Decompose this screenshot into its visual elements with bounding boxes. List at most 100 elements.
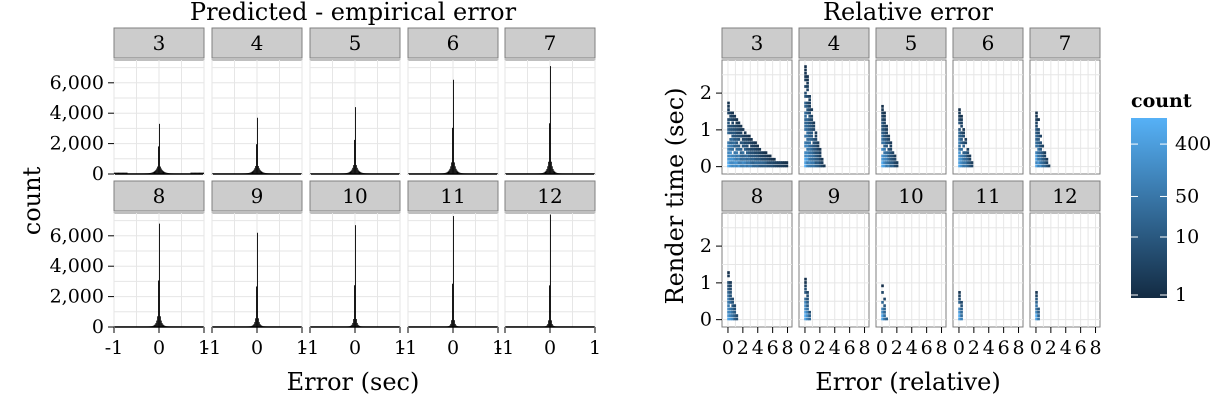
x-tick-label: 1 [198, 337, 210, 359]
histogram-bar [157, 316, 159, 327]
hexbin-cell [964, 154, 968, 158]
hexbin-cell [968, 161, 972, 164]
hexbin-cell [958, 151, 961, 155]
hexbin-cell [743, 164, 747, 168]
hexbin-cell [729, 124, 732, 128]
histogram-bar [594, 173, 595, 174]
hexbin-cell [783, 161, 787, 164]
hexbin-cell [739, 161, 743, 164]
facet-strip [721, 180, 793, 212]
hexbin-cell [1039, 144, 1042, 148]
hexbin-cell [808, 101, 811, 105]
histogram-bar [164, 172, 166, 174]
x-tick-label: 2 [737, 337, 749, 359]
histogram-bar [153, 171, 155, 174]
hexbin-cell [966, 161, 970, 164]
hexbin-cell [893, 157, 897, 161]
histogram-bar [354, 285, 355, 327]
histogram-bar [544, 171, 546, 174]
hexbin-cell [804, 304, 807, 308]
hexbin-cell [727, 101, 730, 105]
histogram-bar [456, 170, 458, 174]
histogram-bar [252, 170, 254, 174]
hexbin-cell [758, 151, 762, 155]
hexbin-cell [806, 147, 809, 151]
hexbin-cell [808, 144, 811, 148]
hexbin-cell [731, 307, 734, 311]
hexbin-cell [804, 307, 807, 311]
facet-strip-label: 3 [153, 31, 166, 55]
hexbin-cell [737, 131, 741, 135]
hexbin-cell [773, 157, 776, 161]
histogram-bar [258, 168, 260, 174]
hexbin-cell [887, 134, 891, 138]
hexbin-cell [756, 151, 760, 155]
hexbin-cell [812, 147, 816, 151]
hexbin-cell [883, 121, 886, 125]
hexbin-cell [1035, 314, 1038, 317]
hexbin-cell [885, 141, 888, 145]
hexbin-cell [885, 317, 888, 321]
histogram-facet-9: 9 -1 0 1 [203, 180, 308, 359]
hexbin-cell [810, 144, 814, 148]
hexbin-cell [729, 151, 732, 155]
hexbin-cell [960, 138, 963, 141]
histogram-bar [543, 172, 545, 174]
hexbin-cell [768, 154, 772, 158]
hexbin-cell [812, 151, 816, 155]
hexbin-cell [881, 131, 884, 135]
hexbin-cell [758, 164, 762, 168]
histogram-bar [260, 170, 262, 174]
x-tick-label: 2 [1045, 337, 1057, 359]
hexbin-cell [816, 151, 820, 155]
hexbin-cell [731, 297, 734, 301]
histogram-bar [448, 170, 450, 174]
hexbin-cell [960, 154, 963, 158]
hexbin-cell [729, 300, 732, 304]
histogram-facet-6: 6 [407, 27, 499, 175]
x-tick-label: 1 [492, 337, 504, 359]
hexbin-cell [727, 118, 730, 121]
hexbin-cell [810, 157, 814, 161]
hexbin-cell [1041, 151, 1045, 155]
x-tick-label: 8 [1089, 337, 1101, 359]
hexbin-cell [731, 304, 734, 308]
histogram-bar [355, 107, 356, 174]
hexbin-cell [1037, 310, 1040, 314]
y-tick-label: 2 [700, 235, 712, 257]
hexbin-cell [810, 164, 814, 168]
hexbin-cell [893, 161, 897, 164]
hexbin-cell [814, 141, 818, 145]
hexbin-cell [804, 297, 807, 301]
hexbin-cell [743, 154, 747, 158]
hexbin-cell [764, 157, 768, 161]
hexbin-cell [887, 138, 891, 141]
hexbin-cell [966, 147, 970, 151]
hexbin-cell [760, 164, 764, 168]
hexbin-cell [1035, 118, 1038, 121]
hexbin-cell [1041, 154, 1045, 158]
hexbin-cell [881, 111, 884, 115]
hexbin-cell [739, 157, 743, 161]
hexbin-cell [735, 154, 739, 158]
histogram-bar [356, 167, 358, 174]
hexbin-facet-3: 3 0 1 2 [700, 27, 793, 178]
histogram-bar [163, 171, 165, 174]
hexbin-cell [727, 271, 730, 274]
histogram-bar [450, 166, 452, 174]
hexbin-cell [958, 121, 961, 125]
hexbin-cell [729, 147, 732, 151]
hexbin-cell [958, 138, 961, 141]
hexbin-cell [1037, 151, 1040, 155]
hexbin-cell [737, 161, 741, 164]
hexbin-cell [818, 161, 822, 164]
hexbin-cell [960, 310, 963, 314]
x-tick-label: -1 [105, 337, 124, 359]
hexbin-cell [958, 307, 961, 311]
x-tick-label: -1 [496, 337, 515, 359]
x-tick-label: -1 [301, 337, 320, 359]
hexbin-cell [731, 157, 734, 161]
